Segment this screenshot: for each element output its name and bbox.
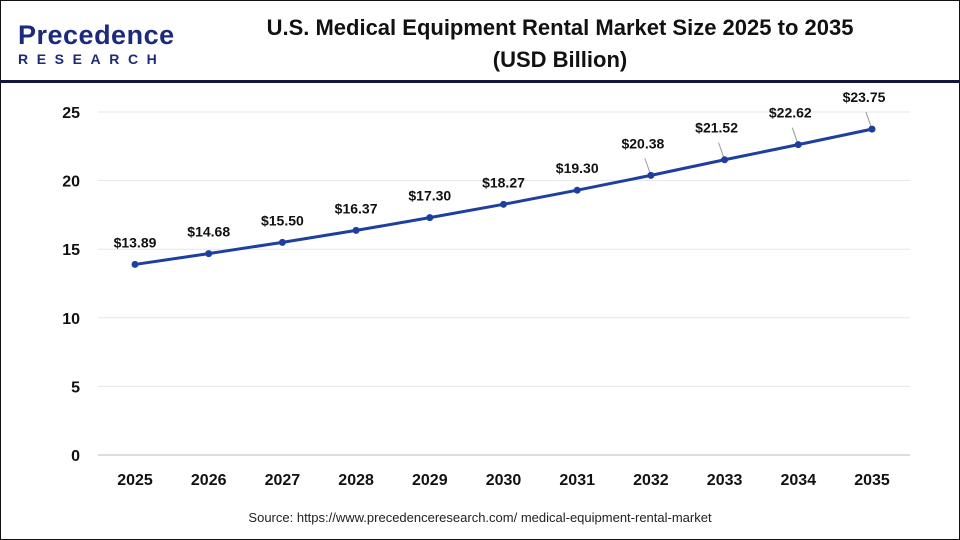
title-line-2: (USD Billion) xyxy=(492,47,628,72)
source-text: Source: https://www.precedenceresearch.c… xyxy=(248,510,712,525)
data-point xyxy=(352,226,360,234)
data-label: $14.68 xyxy=(187,224,230,240)
x-tick-label: 2025 xyxy=(117,472,153,489)
data-label: $18.27 xyxy=(482,174,525,190)
data-point xyxy=(721,156,729,164)
data-label: $17.30 xyxy=(408,188,451,204)
data-point xyxy=(500,200,507,208)
data-label: $21.52 xyxy=(695,120,738,136)
data-point xyxy=(131,260,139,268)
data-point xyxy=(794,141,802,149)
x-tick-label: 2029 xyxy=(412,472,448,489)
logo-bottom-text: RESEARCH xyxy=(18,51,166,67)
y-tick-label: 10 xyxy=(62,311,80,328)
header-divider xyxy=(0,80,960,83)
x-tick-label: 2026 xyxy=(191,472,227,489)
data-label: $15.50 xyxy=(261,212,304,228)
data-label: $20.38 xyxy=(621,135,664,151)
brand-logo: Precedence RESEARCH xyxy=(18,20,175,68)
data-point xyxy=(573,186,581,194)
data-point xyxy=(868,125,876,133)
x-tick-label: 2027 xyxy=(265,472,301,489)
x-tick-label: 2028 xyxy=(338,472,374,489)
y-tick-label: 25 xyxy=(62,105,80,122)
data-label: $23.75 xyxy=(843,89,886,105)
chart-title: U.S. Medical Equipment Rental Market Siz… xyxy=(210,12,910,76)
y-tick-label: 20 xyxy=(62,174,80,191)
x-tick-label: 2031 xyxy=(559,472,595,489)
data-label: $13.89 xyxy=(114,234,157,250)
y-tick-label: 5 xyxy=(71,379,80,396)
data-point xyxy=(205,250,213,258)
x-tick-label: 2030 xyxy=(486,472,522,489)
y-tick-label: 0 xyxy=(71,448,80,465)
y-tick-label: 15 xyxy=(62,242,80,259)
data-point xyxy=(426,214,434,222)
series-line xyxy=(134,127,873,266)
x-tick-label: 2035 xyxy=(854,472,890,489)
logo-top-text: Precedence xyxy=(18,20,175,50)
x-tick-label: 2034 xyxy=(781,472,817,489)
x-tick-label: 2032 xyxy=(633,472,669,489)
title-line-1: U.S. Medical Equipment Rental Market Siz… xyxy=(266,15,854,40)
data-point xyxy=(278,238,286,246)
data-label: $16.37 xyxy=(335,200,378,216)
data-label: $22.62 xyxy=(769,105,812,121)
data-point xyxy=(647,171,655,179)
x-tick-label: 2033 xyxy=(707,472,743,489)
data-label: $19.30 xyxy=(556,160,599,176)
